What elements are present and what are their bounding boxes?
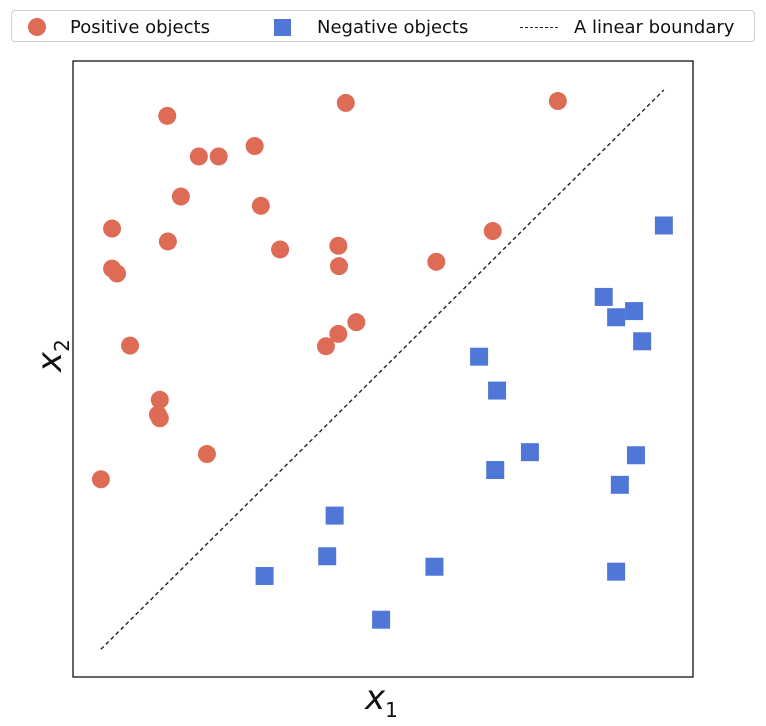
legend-label-positive: Positive objects <box>70 16 210 38</box>
negative-point <box>325 506 344 525</box>
boundary-line <box>100 89 665 650</box>
negative-points <box>255 216 673 629</box>
positive-point <box>158 106 177 125</box>
positive-point <box>271 240 290 259</box>
positive-point <box>171 187 190 206</box>
negative-point <box>425 557 444 576</box>
positive-point <box>150 390 169 409</box>
positive-point <box>197 445 216 464</box>
negative-point <box>633 332 652 351</box>
positive-point <box>245 137 264 156</box>
negative-point <box>654 216 673 235</box>
legend-entry-boundary: A linear boundary <box>520 11 734 43</box>
legend: Positive objects Negative objects A line… <box>11 10 755 42</box>
x-axis-label: x1 <box>365 678 398 722</box>
negative-point <box>607 562 626 581</box>
negative-point <box>486 461 505 480</box>
square-marker-icon <box>274 18 291 36</box>
negative-point <box>372 610 391 629</box>
y-axis-label-main: x <box>30 351 70 372</box>
positive-point <box>329 236 348 255</box>
legend-entry-negative: Negative objects <box>274 11 468 43</box>
positive-point <box>91 470 110 489</box>
positive-point <box>209 147 228 166</box>
positive-point <box>347 313 366 332</box>
positive-point <box>121 336 140 355</box>
positive-points <box>91 92 567 489</box>
legend-label-boundary: A linear boundary <box>574 16 735 38</box>
positive-point <box>108 264 127 283</box>
positive-point <box>189 147 208 166</box>
legend-label-negative: Negative objects <box>317 16 469 38</box>
negative-point <box>607 308 626 327</box>
legend-entry-positive: Positive objects <box>28 11 210 43</box>
positive-point <box>316 337 335 356</box>
negative-point <box>520 443 539 462</box>
negative-point <box>610 475 629 494</box>
negative-point <box>594 287 613 306</box>
negative-point <box>488 381 507 400</box>
y-axis-label: x2 <box>30 339 74 372</box>
positive-point <box>103 219 122 238</box>
negative-point <box>255 566 274 585</box>
x-axis-label-main: x <box>365 678 386 718</box>
positive-point <box>150 409 169 428</box>
positive-point <box>336 93 355 112</box>
linear-boundary <box>100 89 665 650</box>
negative-point <box>625 302 644 321</box>
positive-point <box>251 196 270 215</box>
negative-point <box>626 446 645 465</box>
negative-point <box>470 347 489 366</box>
dashed-line-icon <box>520 26 558 28</box>
x-axis-label-sub: 1 <box>385 697 398 722</box>
positive-point <box>329 324 348 343</box>
negative-point <box>318 547 337 566</box>
positive-point <box>158 232 177 251</box>
positive-point <box>427 252 446 271</box>
positive-point <box>483 222 502 241</box>
circle-marker-icon <box>28 18 46 36</box>
y-axis-label-sub: 2 <box>49 339 74 352</box>
positive-point <box>548 92 567 111</box>
positive-point <box>329 257 348 276</box>
